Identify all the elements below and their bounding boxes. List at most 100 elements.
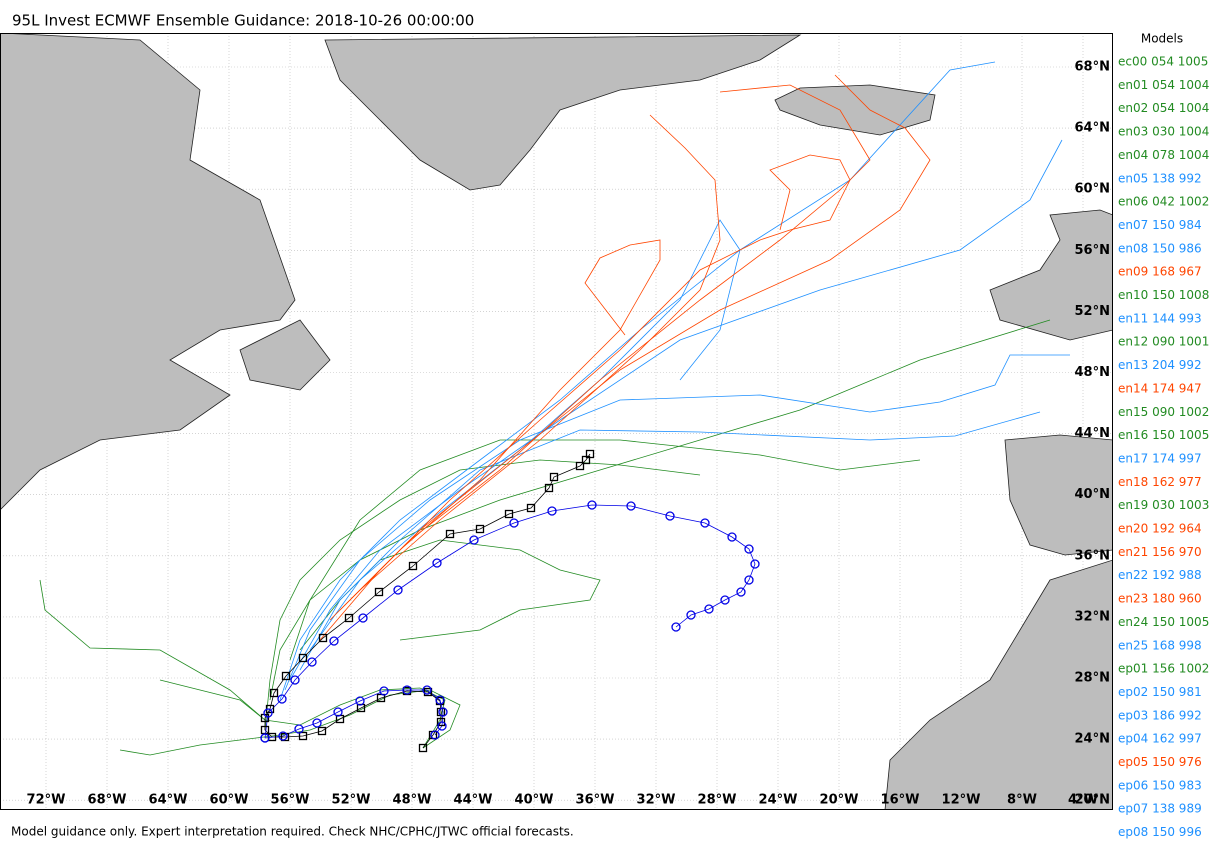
lon-label: 20°W: [820, 793, 859, 808]
legend-entry: en21 156 970: [1118, 545, 1202, 559]
track: [284, 354, 1070, 691]
track: [359, 114, 721, 591]
track-marker: [393, 585, 403, 595]
track: [289, 139, 1063, 681]
track-marker: [277, 694, 287, 704]
track-marker: [408, 561, 418, 571]
legend-entry: en16 150 1005: [1118, 428, 1209, 442]
track-marker: [312, 718, 322, 728]
legend-entry: en18 162 977: [1118, 475, 1202, 489]
legend-entry: ep02 150 981: [1118, 685, 1202, 699]
track-marker: [509, 518, 519, 528]
legend-entry: en23 180 960: [1118, 592, 1202, 606]
legend-entry: en01 054 1004: [1118, 78, 1209, 92]
lon-label: 48°W: [393, 793, 432, 808]
track-marker: [704, 604, 714, 614]
track-marker: [260, 733, 270, 743]
lat-label: 60°N: [1075, 182, 1110, 197]
lon-label: 56°W: [271, 793, 310, 808]
legend-entry: en24 150 1005: [1118, 615, 1209, 629]
legend-entry: en09 168 967: [1118, 265, 1202, 279]
track-marker: [438, 707, 448, 717]
track: [269, 319, 1051, 701]
track-marker: [437, 721, 447, 731]
british-isles: [989, 209, 1113, 341]
track-marker: [585, 449, 595, 459]
track-marker: [549, 472, 559, 482]
track-marker: [318, 633, 328, 643]
lat-label: 48°N: [1075, 365, 1110, 380]
track-marker: [626, 501, 636, 511]
track: [159, 679, 446, 749]
track-marker: [358, 613, 368, 623]
lon-label: 52°W: [332, 793, 371, 808]
lat-label: 44°N: [1075, 426, 1110, 441]
track-marker: [298, 653, 308, 663]
track: [39, 579, 266, 721]
track-marker: [435, 695, 445, 705]
track-marker: [317, 726, 327, 736]
greenland: [324, 34, 802, 191]
track-marker: [727, 532, 737, 542]
track-marker: [700, 518, 710, 528]
track-marker: [329, 636, 339, 646]
legend-title: Models: [1141, 32, 1183, 46]
lat-label: 32°N: [1075, 609, 1110, 624]
lat-label: 36°N: [1075, 548, 1110, 563]
track-marker: [526, 503, 536, 513]
track-marker: [686, 610, 696, 620]
track-marker: [294, 724, 304, 734]
lat-label: 56°N: [1075, 243, 1110, 258]
track-marker: [587, 500, 597, 510]
ensemble-tracks: [39, 61, 1070, 756]
lat-label: 24°N: [1075, 732, 1110, 747]
track-marker: [430, 730, 440, 740]
track-marker: [418, 743, 428, 753]
track-marker: [281, 671, 291, 681]
track: [319, 154, 851, 641]
lat-label: 40°N: [1075, 487, 1110, 502]
lat-label: 64°N: [1075, 121, 1110, 136]
track-marker: [475, 524, 485, 534]
mean-track: [264, 504, 756, 739]
legend-entry: ep08 150 996: [1118, 825, 1202, 839]
legend-entry: en07 150 984: [1118, 218, 1202, 232]
track-marker: [750, 559, 760, 569]
track-marker: [547, 506, 557, 516]
legend-entry: ep06 150 983: [1118, 778, 1202, 792]
legend-entry: en22 192 988: [1118, 568, 1202, 582]
mean-track: [264, 689, 444, 739]
legend-entry: en05 138 992: [1118, 171, 1202, 185]
track-marker: [744, 544, 754, 554]
track-marker: [665, 511, 675, 521]
legend-entry: en19 030 1003: [1118, 498, 1209, 512]
track-marker: [333, 707, 343, 717]
lon-label: 12°W: [942, 793, 981, 808]
track-marker: [423, 687, 433, 697]
legend-entry: ep03 186 992: [1118, 708, 1202, 722]
track-marker: [432, 558, 442, 568]
legend-entry: en17 174 997: [1118, 451, 1202, 465]
track-marker: [544, 483, 554, 493]
track-marker: [720, 595, 730, 605]
track-marker: [436, 717, 446, 727]
track: [279, 61, 996, 701]
track: [349, 74, 931, 601]
legend-entry: ep05 150 976: [1118, 755, 1202, 769]
lon-label: 24°W: [759, 793, 798, 808]
track: [309, 219, 741, 651]
footer: Model guidance only. Expert interpretati…: [11, 825, 574, 839]
lon-label: 8°W: [1007, 793, 1037, 808]
title: 95L Invest ECMWF Ensemble Guidance: 2018…: [12, 12, 474, 30]
north-america: [0, 33, 296, 511]
track-marker: [269, 688, 279, 698]
legend-entry: en20 192 964: [1118, 522, 1202, 536]
track-marker: [379, 686, 389, 696]
track-marker: [504, 509, 514, 519]
legend-entry: en15 090 1002: [1118, 405, 1209, 419]
track-marker: [355, 696, 365, 706]
legend-entry: ep04 162 997: [1118, 732, 1202, 746]
track-marker: [744, 575, 754, 585]
track-marker: [402, 685, 412, 695]
